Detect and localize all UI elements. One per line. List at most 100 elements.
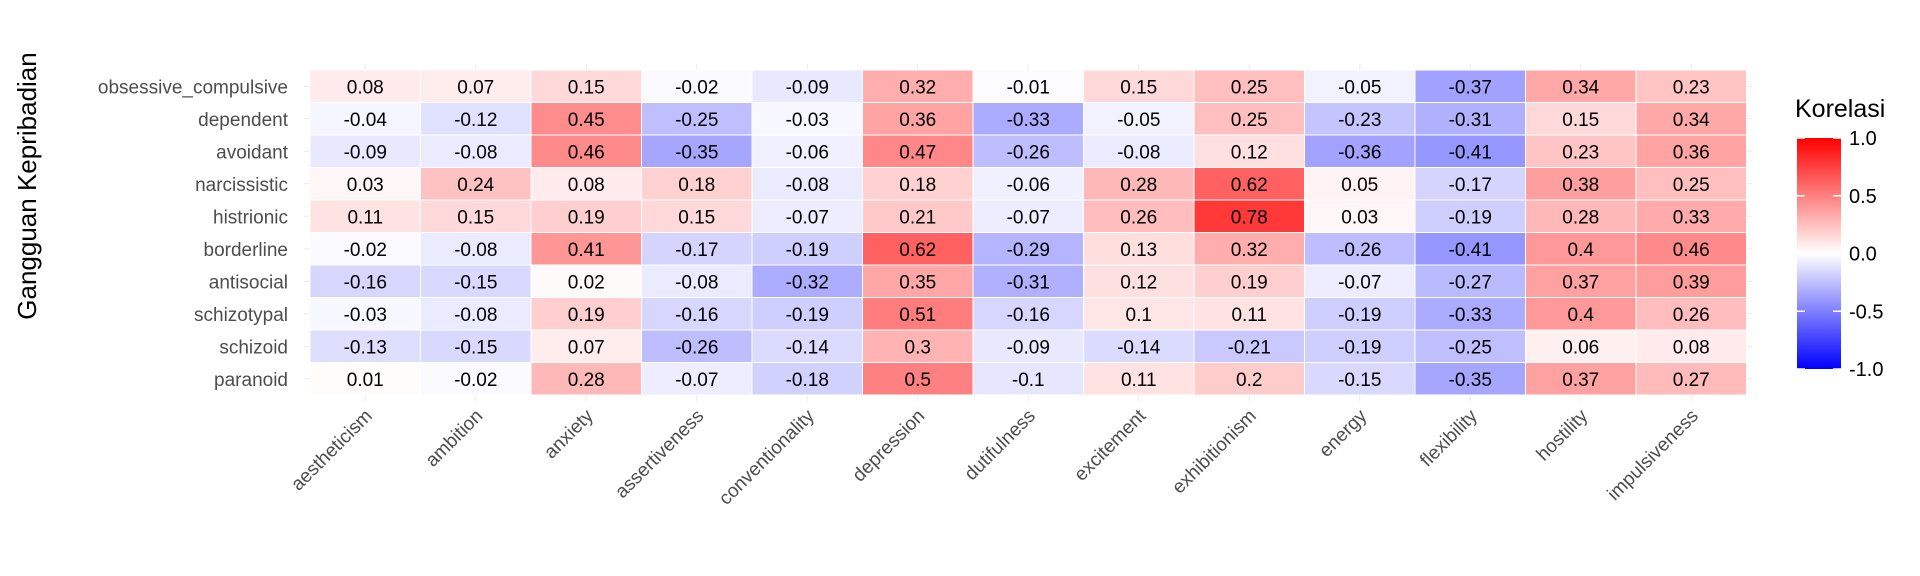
cell-value-label: 0.23 xyxy=(1673,77,1710,98)
heatmap-cell-narcissistic-flexibility xyxy=(1414,167,1526,201)
heatmap-cell-avoidant-energy xyxy=(1304,134,1416,168)
cell-value-label: 0.19 xyxy=(568,207,605,228)
heatmap-cell-schizoid-aestheticism xyxy=(309,329,421,363)
heatmap-cell-borderline-impulsiveness xyxy=(1635,232,1747,266)
cell-value-label: 0.78 xyxy=(1231,207,1268,228)
legend-tick-label: 0.0 xyxy=(1849,244,1877,266)
cell-value-label: -0.19 xyxy=(1449,207,1492,228)
cell-value-label: 0.06 xyxy=(1562,337,1599,358)
heatmap-cell-schizotypal-dutifulness xyxy=(972,297,1084,331)
cell-value-label: -0.09 xyxy=(786,77,829,98)
cell-value-label: 0.2 xyxy=(1236,370,1262,391)
cell-value-label: -0.17 xyxy=(675,240,718,261)
legend-tick-label: -1.0 xyxy=(1849,359,1883,381)
y-axis-tick-labels: obsessive_compulsive dependent avoidant nar… xyxy=(98,77,289,391)
cell-value-label: -0.13 xyxy=(344,337,387,358)
heatmap-cell-narcissistic-hostility xyxy=(1525,167,1637,201)
heatmap-cell-borderline-assertiveness xyxy=(641,232,753,266)
heatmap-cell-paranoid-dutifulness xyxy=(972,362,1084,396)
heatmap-cell-paranoid-conventionality xyxy=(751,362,863,396)
cell-value-label: -0.08 xyxy=(454,305,497,326)
cell-value-label: 0.25 xyxy=(1673,175,1710,196)
cell-value-label: 0.28 xyxy=(1120,175,1157,196)
cell-value-label: -0.08 xyxy=(454,142,497,163)
cell-value-label: -0.19 xyxy=(1338,337,1381,358)
cell-value-label: 0.15 xyxy=(678,207,715,228)
cell-value-label: 0.15 xyxy=(1120,77,1157,98)
x-tick-label-anxiety: anxiety xyxy=(540,405,598,463)
cell-value-label: -0.07 xyxy=(786,207,829,228)
cell-value-label: -0.08 xyxy=(454,240,497,261)
cell-value-label: 0.45 xyxy=(568,110,605,131)
cell-value-label: 0.18 xyxy=(899,175,936,196)
legend-title: Korelasi xyxy=(1795,95,1885,123)
heatmap-cell-paranoid-aestheticism xyxy=(309,362,421,396)
heatmap-cell-obsessive-compulsive-exhibitionism xyxy=(1193,69,1305,103)
cell-value-label: 0.32 xyxy=(899,77,936,98)
heatmap-cell-narcissistic-assertiveness xyxy=(641,167,753,201)
cell-value-label: 0.34 xyxy=(1562,77,1599,98)
cell-value-label: -0.17 xyxy=(1449,175,1492,196)
x-tick-label-ambition: ambition xyxy=(422,406,488,472)
cell-value-label: 0.11 xyxy=(1231,305,1267,326)
cell-value-label: -0.31 xyxy=(1449,110,1492,131)
cell-value-label: 0.19 xyxy=(1231,272,1268,293)
heatmap-cell-histrionic-assertiveness xyxy=(641,199,753,233)
cell-value-label: -0.08 xyxy=(1117,142,1160,163)
heatmap-cell-dependent-hostility xyxy=(1525,102,1637,136)
x-tick-label-depression: depression xyxy=(849,406,930,487)
cell-value-label: -0.06 xyxy=(786,142,829,163)
heatmap-cell-obsessive-compulsive-anxiety xyxy=(530,69,642,103)
heatmap-cell-avoidant-assertiveness xyxy=(641,134,753,168)
heatmap-cell-avoidant-flexibility xyxy=(1414,134,1526,168)
legend-ticks: 1.0 0.5 0.0 -0.5 -1.0 xyxy=(1797,128,1883,381)
cell-value-label: -0.02 xyxy=(454,370,497,391)
cell-value-label: 0.62 xyxy=(899,240,936,261)
cell-value-label: 0.62 xyxy=(1231,175,1268,196)
cell-value-label: 0.36 xyxy=(1673,142,1710,163)
cell-value-label: -0.02 xyxy=(675,77,718,98)
cell-value-label: 0.15 xyxy=(457,207,494,228)
cell-value-label: -0.07 xyxy=(675,370,718,391)
cell-value-label: 0.3 xyxy=(905,337,931,358)
cell-value-label: -0.41 xyxy=(1449,240,1492,261)
heatmap-cell-paranoid-excitement xyxy=(1083,362,1195,396)
heatmap-cell-schizotypal-impulsiveness xyxy=(1635,297,1747,331)
cell-value-label: -0.25 xyxy=(675,110,718,131)
cell-value-label: 0.25 xyxy=(1231,77,1268,98)
cell-value-label: 0.47 xyxy=(899,142,936,163)
y-tick-label-dependent: dependent xyxy=(198,110,289,131)
heatmap-cell-obsessive-compulsive-depression xyxy=(862,69,974,103)
x-tick-label-hostility: hostility xyxy=(1533,405,1593,465)
cell-value-label: -0.16 xyxy=(1007,305,1050,326)
cell-value-label: -0.31 xyxy=(1007,272,1050,293)
cell-value-label: 0.07 xyxy=(457,77,494,98)
cell-value-label: -0.36 xyxy=(1338,142,1381,163)
cell-value-label: 0.46 xyxy=(568,142,605,163)
heatmap-cell-dependent-impulsiveness xyxy=(1635,102,1747,136)
cell-value-label: -0.18 xyxy=(786,370,829,391)
cell-value-label: 0.36 xyxy=(899,110,936,131)
cell-value-label: 0.25 xyxy=(1231,110,1268,131)
x-tick-label-dutifulness: dutifulness xyxy=(961,406,1040,485)
heatmap-cell-narcissistic-exhibitionism xyxy=(1193,167,1305,201)
heatmap-cell-histrionic-exhibitionism xyxy=(1193,199,1305,233)
heatmap-cell-borderline-excitement xyxy=(1083,232,1195,266)
cell-value-label: 0.08 xyxy=(347,77,384,98)
cell-value-label: 0.26 xyxy=(1673,305,1710,326)
heatmap-cell-histrionic-aestheticism xyxy=(309,199,421,233)
heatmap-cell-narcissistic-energy xyxy=(1304,167,1416,201)
heatmap-cell-schizoid-exhibitionism xyxy=(1193,329,1305,363)
cell-value-label: 0.27 xyxy=(1673,370,1710,391)
cell-value-label: -0.01 xyxy=(1007,77,1050,98)
x-axis-tick-labels: aestheticism ambition anxiety assertiveness… xyxy=(287,405,1703,509)
heatmap-cell-schizoid-assertiveness xyxy=(641,329,753,363)
heatmap-cell-paranoid-exhibitionism xyxy=(1193,362,1305,396)
heatmap-cell-borderline-energy xyxy=(1304,232,1416,266)
heatmap-cell-obsessive-compulsive-dutifulness xyxy=(972,69,1084,103)
y-tick-label-borderline: borderline xyxy=(204,240,289,261)
y-tick-label-histrionic: histrionic xyxy=(213,207,288,228)
heatmap-cell-obsessive-compulsive-energy xyxy=(1304,69,1416,103)
heatmap-cell-narcissistic-impulsiveness xyxy=(1635,167,1747,201)
cell-value-label: 0.4 xyxy=(1568,305,1595,326)
